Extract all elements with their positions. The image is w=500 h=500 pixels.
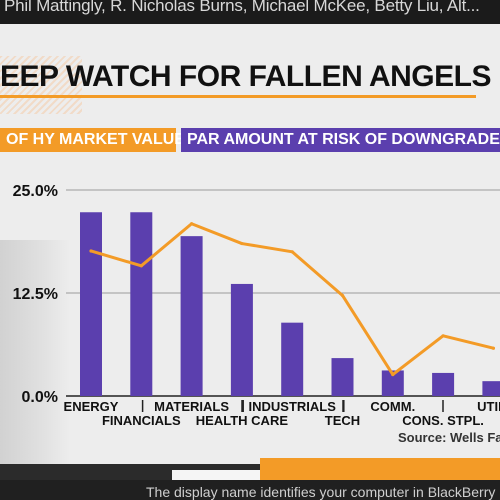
bar-health-care <box>230 283 253 396</box>
line-point <box>391 372 395 377</box>
bar-industrials <box>281 322 304 396</box>
ticker-strip: The display name identifies your compute… <box>0 480 500 500</box>
line-point <box>441 334 445 338</box>
broadcast-header-strip: Phil Mattingly, R. Nicholas Burns, Micha… <box>0 0 500 24</box>
lower-third-orange-bar <box>260 458 500 480</box>
x-category-label: FINANCIALS <box>102 413 181 428</box>
line-point <box>491 346 495 350</box>
title-underline <box>0 95 476 98</box>
title-hatch-decoration <box>0 56 82 114</box>
line-point <box>139 264 143 268</box>
lower-third-white-bar <box>172 470 260 480</box>
line-point <box>240 241 244 246</box>
bar-materials <box>180 236 203 396</box>
line-point <box>190 222 194 226</box>
bar-comm <box>381 370 404 396</box>
x-category-label: INDUSTRIALS <box>249 399 337 414</box>
x-category-label: UTILI <box>477 399 500 414</box>
x-category-label: HEALTH CARE <box>196 413 289 428</box>
x-category-label: TECH <box>325 413 360 428</box>
y-tick-label: 12.5% <box>13 286 58 303</box>
x-category-label: ENERGY <box>64 399 119 414</box>
legend-line-series: OF HY MARKET VALUE <box>0 128 185 152</box>
guest-names: Phil Mattingly, R. Nicholas Burns, Micha… <box>4 0 480 15</box>
bar-tech <box>331 358 354 396</box>
chart-title: EEP WATCH FOR FALLEN ANGELS <box>0 60 491 93</box>
bar-energy <box>80 212 102 396</box>
ticker-text: The display name identifies your compute… <box>146 484 500 500</box>
line-point <box>290 250 294 254</box>
y-tick-label: 0.0% <box>22 389 58 406</box>
x-category-label: COMM. <box>370 399 415 414</box>
legend-bar-series: PAR AMOUNT AT RISK OF DOWNGRADE <box>181 128 500 152</box>
line-point <box>340 293 345 298</box>
x-category-label: MATERIALS <box>154 399 229 414</box>
line-point <box>89 249 93 253</box>
bar-financials <box>130 212 153 396</box>
x-category-label: CONS. STPL. <box>402 413 484 428</box>
bar-cons-stpl <box>432 372 455 396</box>
background-photo-fade <box>0 240 70 464</box>
y-tick-label: 25.0% <box>13 183 58 200</box>
source-note: Source: Wells Fa <box>398 430 500 445</box>
bar-utili <box>482 381 500 396</box>
